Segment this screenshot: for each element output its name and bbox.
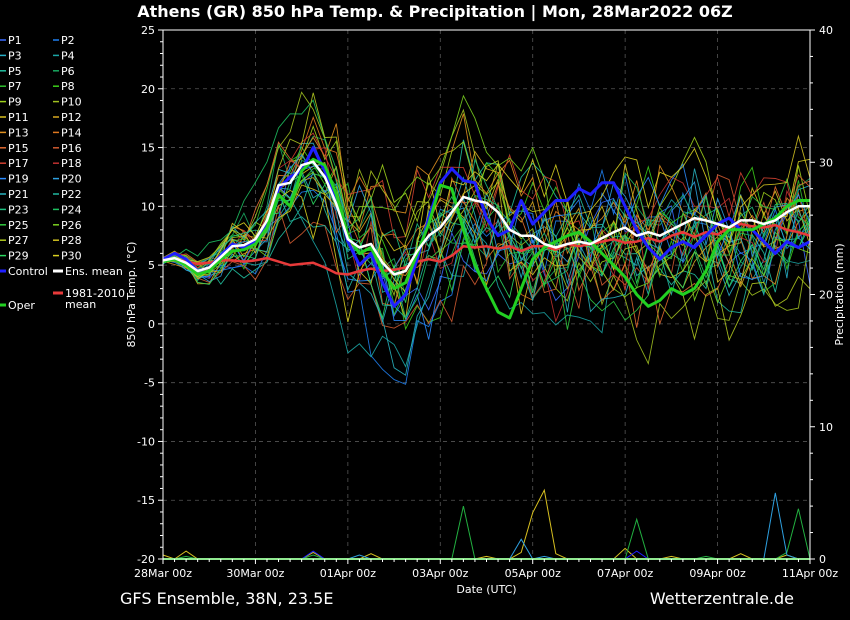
x-axis-title: Date (UTC) — [456, 583, 516, 596]
y-tick-label: 15 — [141, 142, 155, 155]
y-tick-label: 20 — [141, 83, 155, 96]
climate-mean-line — [163, 222, 811, 276]
legend-label-p5: P5 — [8, 65, 22, 78]
legend-label-ens-mean: Ens. mean — [65, 265, 123, 278]
legend-label-p20: P20 — [61, 173, 82, 186]
legend-label-p11: P11 — [8, 111, 29, 124]
ensemble-members — [162, 91, 811, 385]
x-tick-label: 03Apr 00z — [412, 567, 469, 580]
legend-label-p9: P9 — [8, 96, 22, 109]
y-tick-label: -10 — [137, 435, 155, 448]
grid — [163, 30, 811, 559]
x-tick-label: 07Apr 00z — [597, 567, 654, 580]
legend-label-p1: P1 — [8, 34, 22, 47]
oper-line — [162, 157, 810, 320]
legend-label-p15: P15 — [8, 142, 29, 155]
legend-label-climate-mean-2: mean — [65, 298, 96, 311]
legend-label-p4: P4 — [61, 49, 75, 62]
precip-line-p26 — [163, 505, 811, 560]
legend-label-p6: P6 — [61, 65, 75, 78]
y-tick-label: 25 — [141, 24, 155, 37]
precip-line-p22 — [163, 492, 810, 560]
legend-label-p28: P28 — [61, 234, 82, 247]
chart-title: Athens (GR) 850 hPa Temp. & Precipitatio… — [137, 2, 732, 22]
legend-label-p25: P25 — [8, 219, 29, 232]
x-tick-label: 28Mar 00z — [134, 567, 192, 580]
legend-label-p2: P2 — [61, 34, 75, 47]
legend-label-p17: P17 — [8, 157, 29, 170]
legend-label-p16: P16 — [61, 142, 82, 155]
x-tick-label: 05Apr 00z — [505, 567, 562, 580]
legend-label-p26: P26 — [61, 219, 82, 232]
y2-tick-label: 30 — [819, 156, 833, 169]
axes: 25 20 15 10 5 0 -5 -10 -15 -20 40 30 20 10 0 28Mar 00z 3… — [125, 24, 846, 596]
legend-label-p12: P12 — [61, 111, 82, 124]
ensemble-member-p28 — [162, 134, 811, 285]
main-series — [162, 146, 811, 320]
y2-tick-label: 20 — [819, 289, 833, 302]
legend-label-p14: P14 — [61, 126, 82, 139]
legend-label-p10: P10 — [61, 96, 82, 109]
legend-label-p24: P24 — [61, 203, 82, 216]
ensemble-member-p21 — [162, 168, 811, 376]
legend-label-p19: P19 — [8, 173, 29, 186]
legend-label-p7: P7 — [8, 80, 22, 93]
legend-label-control: Control — [8, 265, 48, 278]
legend-label-p18: P18 — [61, 157, 82, 170]
y-tick-label: -15 — [137, 494, 155, 507]
ensemble-member-p23 — [162, 158, 811, 275]
legend: P1 P2 P3 P4 P5 P6 P7 P8 P9 P10 P11 P12 P13 P14 P15 P16 P… — [0, 34, 125, 312]
legend-label-p22: P22 — [61, 188, 82, 201]
y-tick-label: 10 — [141, 200, 155, 213]
ensemble-mean-line — [162, 160, 810, 276]
y2-axis-title: Precipitation (mm) — [833, 243, 846, 345]
y-tick-label: 5 — [148, 259, 155, 272]
legend-label-p13: P13 — [8, 126, 29, 139]
y2-tick-label: 40 — [819, 24, 833, 37]
legend-label-p8: P8 — [61, 80, 75, 93]
y-tick-label: 0 — [148, 318, 155, 331]
legend-label-oper: Oper — [8, 299, 35, 312]
legend-label-p29: P29 — [8, 250, 29, 263]
legend-label-p3: P3 — [8, 49, 22, 62]
legend-label-climate-mean-1: 1981-2010 — [65, 287, 125, 300]
y-tick-label: -20 — [137, 553, 155, 566]
x-tick-label: 30Mar 00z — [226, 567, 284, 580]
legend-label-p23: P23 — [8, 203, 29, 216]
legend-label-p21: P21 — [8, 188, 29, 201]
legend-label-p27: P27 — [8, 234, 29, 247]
y-axis-title: 850 hPa Temp. (°C) — [125, 242, 138, 348]
x-tick-label: 01Apr 00z — [320, 567, 377, 580]
ensemble-member-p26 — [162, 94, 811, 304]
ensemble-member-p24 — [162, 99, 811, 319]
y-tick-label: -5 — [144, 377, 155, 390]
legend-label-p30: P30 — [61, 250, 82, 263]
x-tick-label: 09Apr 00z — [689, 567, 746, 580]
y2-tick-label: 10 — [819, 421, 833, 434]
footer-source: Wetterzentrale.de — [650, 589, 794, 608]
y2-tick-label: 0 — [819, 553, 826, 566]
x-tick-label: 11Apr 00z — [782, 567, 839, 580]
footer-model-info: GFS Ensemble, 38N, 23.5E — [120, 589, 333, 608]
